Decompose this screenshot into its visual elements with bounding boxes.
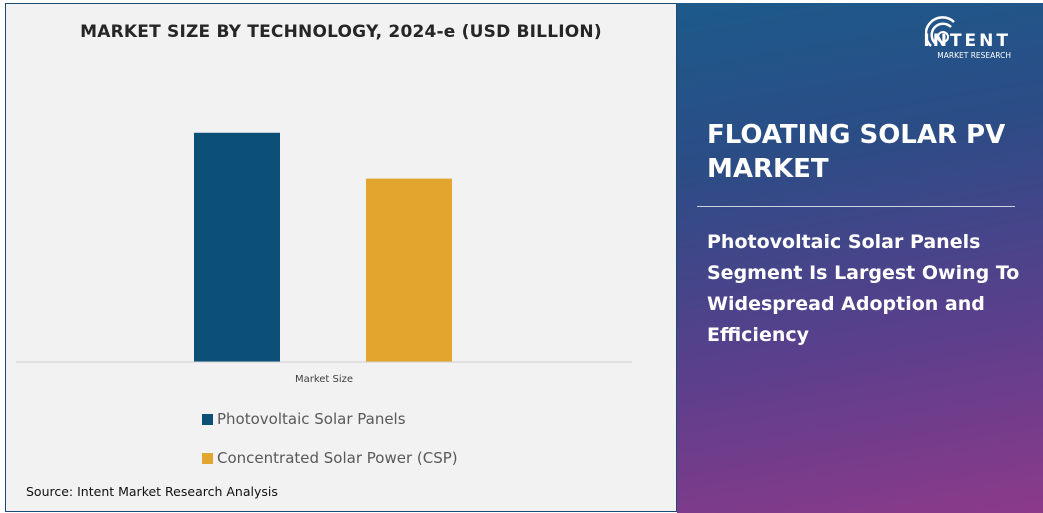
legend-label: Concentrated Solar Power (CSP) [217,449,458,467]
chart-panel: MARKET SIZE BY TECHNOLOGY, 2024-e (USD B… [5,3,677,512]
market-title: FLOATING SOLAR PV MARKET [707,120,1006,184]
legend-item-csp: Concentrated Solar Power (CSP) [202,449,458,467]
logo-word: INTENT [923,31,1011,51]
signal-icon [925,16,955,47]
legend-item-photovoltaic: Photovoltaic Solar Panels [202,410,406,428]
bar-photovoltaic-solar-panels [194,132,280,362]
chart-title: MARKET SIZE BY TECHNOLOGY, 2024-e (USD B… [80,22,602,42]
legend-label: Photovoltaic Solar Panels [217,410,406,428]
bar-chart: Market Size [16,132,632,385]
intent-logo: INTENT MARKET RESEARCH [923,13,1025,61]
logo-subtitle: MARKET RESEARCH [937,51,1011,60]
divider [697,206,1015,207]
source-note: Source: Intent Market Research Analysis [26,484,278,499]
info-panel: INTENT MARKET RESEARCH FLOATING SOLAR PV… [677,3,1043,513]
bar-concentrated-solar-power-csp [366,178,452,362]
segment-highlight: Photovoltaic Solar Panels Segment Is Lar… [707,231,1020,346]
legend-swatch [202,452,213,464]
legend-swatch [202,413,213,425]
x-tick-label: Market Size [295,374,353,385]
